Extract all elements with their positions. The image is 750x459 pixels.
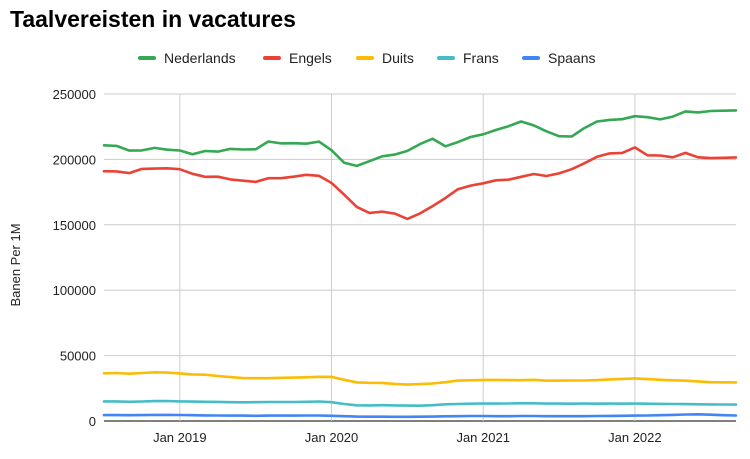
x-tick-label: Jan 2019 [153,430,207,445]
legend-swatch-engels [263,56,281,60]
x-tick-label: Jan 2022 [608,430,662,445]
series-line-nederlands[interactable] [102,109,738,168]
legend-swatch-nederlands [138,56,156,60]
y-axis-ticks: 0 50000 100000 150000 200000 250000 [53,87,96,429]
legend-item-duits[interactable]: Duits [356,50,414,66]
x-axis-ticks: Jan 2019 Jan 2020 Jan 2021 Jan 2022 [153,430,662,445]
y-tick-label: 200000 [53,152,96,167]
legend: Nederlands Engels Duits Frans Spaans [0,50,750,70]
chart-title: Taalvereisten in vacatures [10,6,296,32]
legend-swatch-frans [437,56,455,60]
legend-item-frans[interactable]: Frans [437,50,499,66]
legend-label-nederlands: Nederlands [164,50,236,66]
y-axis-label: Banen Per 1M [8,223,23,306]
legend-label-frans: Frans [463,50,499,66]
legend-swatch-spaans [522,56,540,60]
y-tick-label: 0 [89,414,96,429]
legend-label-duits: Duits [382,50,414,66]
x-tick-label: Jan 2021 [456,430,510,445]
legend-item-spaans[interactable]: Spaans [522,50,595,66]
legend-item-nederlands[interactable]: Nederlands [138,50,236,66]
legend-label-spaans: Spaans [548,50,596,66]
y-tick-label: 50000 [60,349,96,364]
series-line-spaans[interactable] [102,412,738,419]
series-line-duits[interactable] [102,370,738,386]
legend-item-engels[interactable]: Engels [263,50,332,66]
series-lines [102,109,738,419]
series-line-frans[interactable] [102,399,738,408]
grid [104,93,736,422]
y-tick-label: 100000 [53,283,96,298]
x-tick-label: Jan 2020 [305,430,359,445]
y-tick-label: 150000 [53,218,96,233]
legend-label-engels: Engels [289,50,332,66]
y-tick-label: 250000 [53,87,96,102]
legend-swatch-duits [356,56,374,60]
series-line-engels[interactable] [102,146,738,221]
